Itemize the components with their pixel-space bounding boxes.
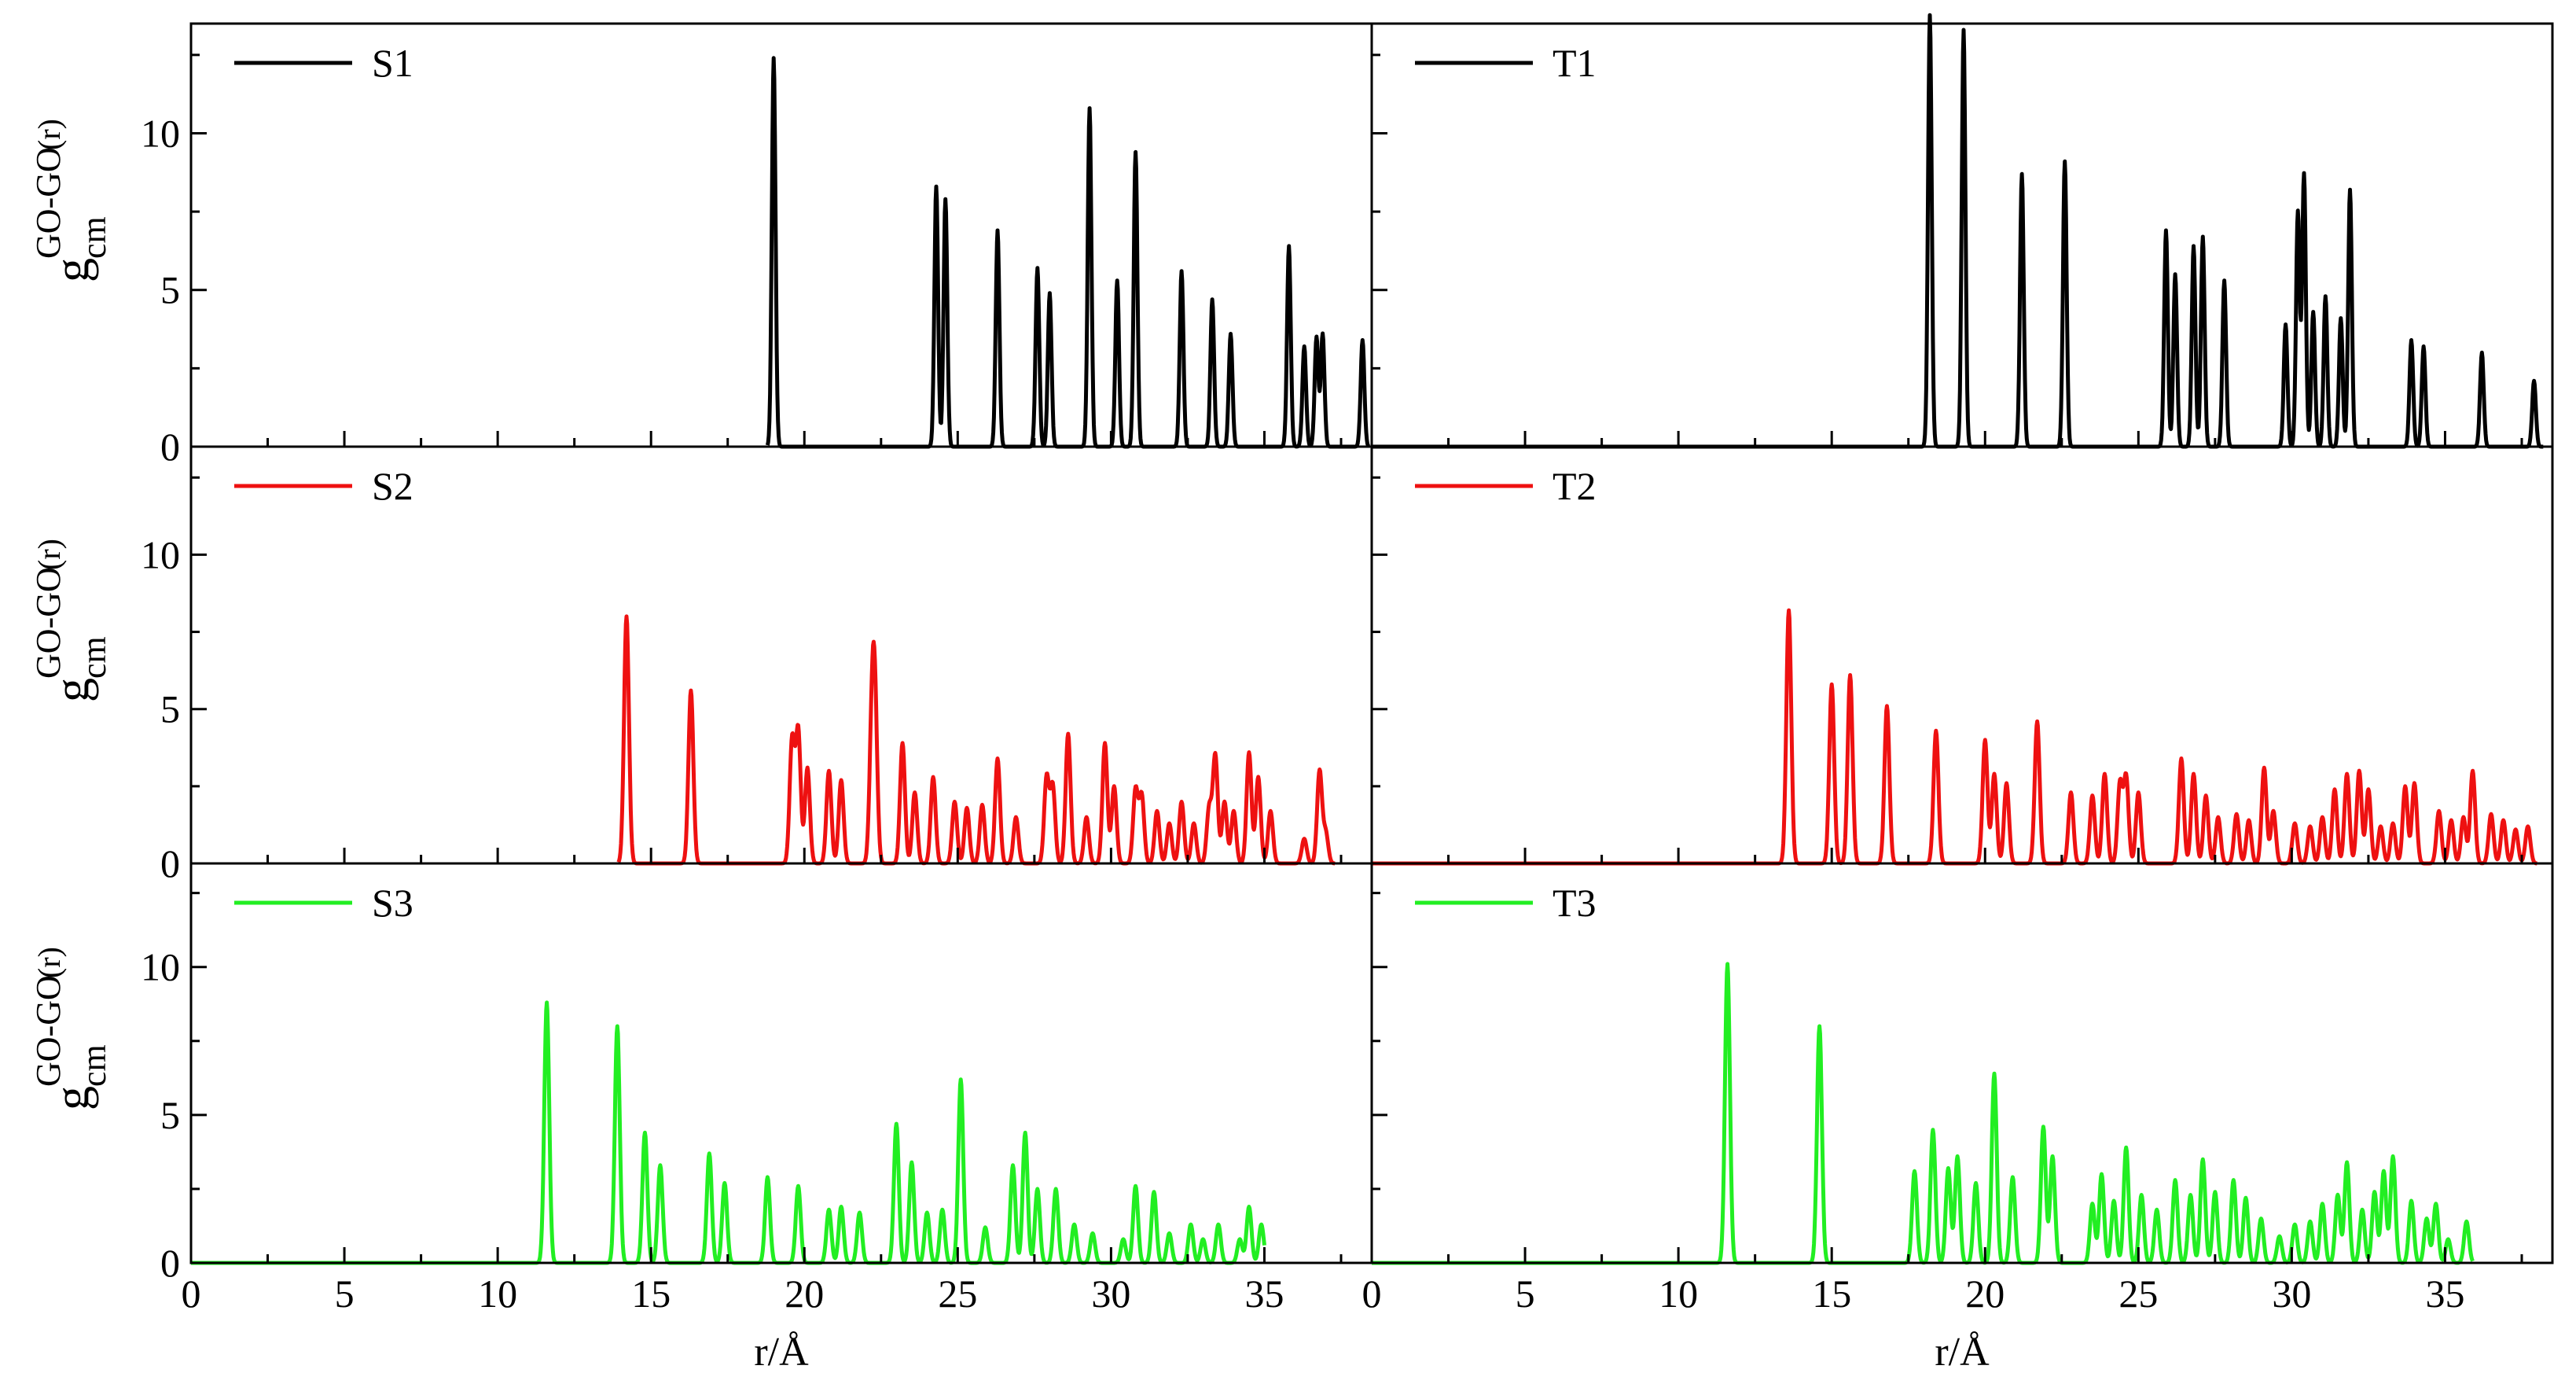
y-axis-title-subscript: cm — [75, 1044, 113, 1087]
x-tick-label-t3-15: 15 — [1812, 1272, 1851, 1316]
panel-s2: 0 5 10 S2 gGO-GO cm (r) — [29, 445, 1373, 885]
y-tick-label-s1-10: 10 — [141, 111, 180, 155]
y-tick-label-s2-5: 5 — [160, 687, 180, 731]
y-axis-title-main: g — [46, 1086, 99, 1110]
panel-t2: T2 — [1370, 445, 2554, 866]
y-axis-title-superscript: GO-GO — [29, 975, 68, 1087]
legend-label-s1: S1 — [372, 41, 413, 85]
x-tick-label-t3-0: 0 — [1362, 1272, 1382, 1316]
y-tick-label-s1-0: 0 — [160, 425, 180, 469]
panel-t3: 0 5 10 15 20 25 30 35 T3 r/Å — [1362, 862, 2554, 1375]
series-line-s1 — [765, 56, 1371, 449]
y-tick-label-s1-5: 5 — [160, 268, 180, 312]
x-tick-label-s3-10: 10 — [478, 1272, 517, 1316]
series-line-t3 — [1370, 962, 2475, 1265]
plot-frame-s2 — [189, 445, 1373, 865]
x-tick-label-s3-25: 25 — [938, 1272, 977, 1316]
panel-t1: T1 — [1370, 13, 2554, 449]
series-line-s2 — [616, 614, 1336, 866]
x-tick-label-s3-30: 30 — [1091, 1272, 1130, 1316]
x-tick-label-t3-20: 20 — [1965, 1272, 2005, 1316]
y-tick-label-s3-10: 10 — [141, 945, 180, 989]
y-axis-title-subscript: cm — [75, 216, 113, 259]
y-axis-title-argument: (r) — [31, 539, 67, 570]
legend-label-t3: T3 — [1553, 881, 1597, 925]
y-axis-title-s1: gGO-GO cm (r) — [29, 119, 113, 282]
y-axis-title-main: g — [46, 258, 99, 282]
plot-frame-s1 — [189, 22, 1373, 448]
legend-label-t1: T1 — [1553, 41, 1597, 85]
y-axis-title-s3: gGO-GO cm (r) — [29, 947, 113, 1110]
plot-frame-s3 — [189, 862, 1373, 1264]
panel-s1: 0 5 10 S1 gGO-GO cm (r) — [29, 22, 1373, 469]
y-axis-title-superscript: GO-GO — [29, 147, 68, 259]
y-tick-label-s3-5: 5 — [160, 1093, 180, 1137]
panel-s3: 0 5 10 0 5 10 15 20 25 30 35 S3 r/Å gGO-GO cm (r) — [29, 862, 1373, 1375]
y-axis-title-argument: (r) — [31, 119, 67, 150]
y-axis-title-main: g — [46, 678, 99, 702]
series-line-t1 — [1370, 13, 2545, 449]
x-tick-label-s3-0: 0 — [182, 1272, 201, 1316]
legend-label-s3: S3 — [372, 881, 413, 925]
x-axis-title-t3: r/Å — [1935, 1330, 1990, 1375]
x-tick-label-s3-15: 15 — [631, 1272, 671, 1316]
x-tick-label-t3-5: 5 — [1516, 1272, 1535, 1316]
y-axis-title-argument: (r) — [31, 947, 67, 978]
y-axis-title-superscript: GO-GO — [29, 567, 68, 679]
y-tick-label-s2-10: 10 — [141, 532, 180, 576]
series-line-t2 — [1370, 608, 2539, 866]
plot-frame-t2 — [1370, 445, 2554, 865]
x-axis-title-s3: r/Å — [754, 1330, 809, 1375]
legend-label-t2: T2 — [1553, 464, 1597, 508]
x-tick-label-s3-5: 5 — [335, 1272, 355, 1316]
x-tick-label-s3-20: 20 — [785, 1272, 824, 1316]
x-tick-label-t3-30: 30 — [2272, 1272, 2311, 1316]
x-tick-label-s3-35: 35 — [1244, 1272, 1284, 1316]
plot-frame-t3 — [1370, 862, 2554, 1264]
x-tick-label-t3-10: 10 — [1659, 1272, 1698, 1316]
y-tick-label-s3-0: 0 — [160, 1241, 180, 1285]
series-line-s3 — [189, 1000, 1266, 1265]
x-tick-label-t3-35: 35 — [2425, 1272, 2464, 1316]
legend-label-s2: S2 — [372, 464, 413, 508]
x-tick-label-t3-25: 25 — [2118, 1272, 2158, 1316]
y-tick-label-s2-0: 0 — [160, 841, 180, 885]
y-axis-title-subscript: cm — [75, 636, 113, 679]
y-axis-title-s2: gGO-GO cm (r) — [29, 539, 113, 702]
